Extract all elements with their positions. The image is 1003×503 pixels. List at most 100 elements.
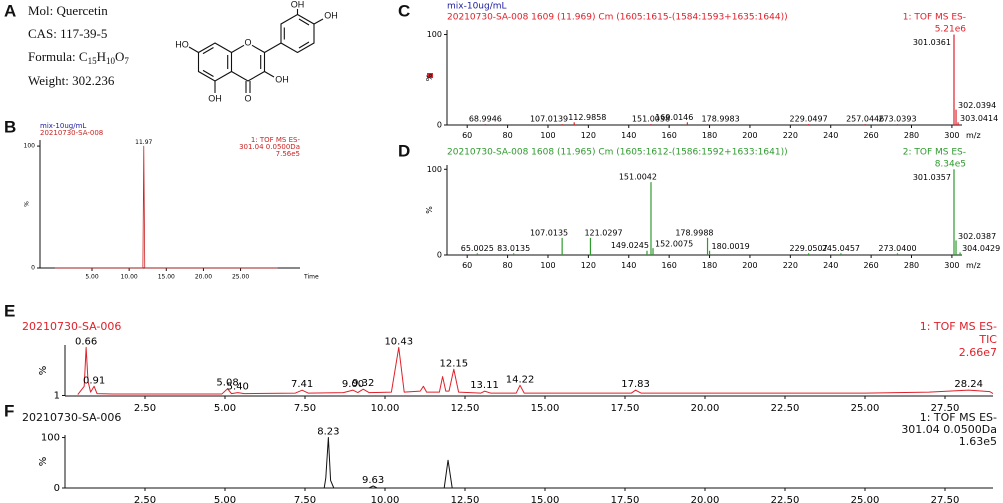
- panel-letter: F: [4, 401, 14, 420]
- peak-label: 17.83: [621, 379, 650, 390]
- sample-name: mix-10ug/mL: [40, 122, 86, 130]
- weight: Weight: 302.236: [28, 73, 115, 88]
- trace-title: 20210730-SA-006: [22, 320, 121, 333]
- trace-info: 301.04 0.0500Da: [901, 423, 997, 436]
- trace-info: 301.04 0.0500Da: [239, 143, 300, 151]
- x-tick-label: 220: [783, 261, 798, 270]
- panel-letter: C: [398, 1, 410, 20]
- x-tick-label: 12.50: [451, 403, 480, 414]
- x-tick-label: 27.50: [931, 495, 960, 503]
- peak-label: 83.0135: [497, 244, 530, 253]
- y-tick-label: 0: [54, 483, 60, 494]
- peak-label: 304.0429: [962, 244, 1000, 253]
- peak-label: 151.0042: [619, 173, 657, 182]
- x-tick-label: 10.00: [371, 403, 400, 414]
- atom-label: O: [244, 93, 251, 103]
- panel-letter: E: [4, 301, 15, 320]
- trace-title: 20210730-SA-008: [40, 129, 103, 137]
- peak-label: 151.0038: [632, 115, 670, 124]
- trace-info: 5.21e6: [935, 25, 967, 35]
- x-tick-label: 15.00: [531, 403, 560, 414]
- peak-label: 5.08: [216, 378, 238, 389]
- y-tick-label: 1: [54, 391, 60, 402]
- trace: [54, 145, 278, 269]
- peak-label: 107.0135: [530, 228, 568, 237]
- trace: [77, 346, 994, 395]
- peak-label: 0.66: [75, 336, 97, 347]
- mol-name: Mol: Quercetin: [28, 3, 108, 18]
- x-axis-label: Time: [303, 273, 319, 280]
- peak-label: 68.9946: [469, 115, 502, 124]
- x-tick-label: 260: [863, 261, 878, 270]
- y-axis-label: %: [425, 206, 434, 214]
- trace-info: 1.63e5: [959, 435, 997, 448]
- x-tick-label: 160: [662, 131, 677, 140]
- y-axis-label: %: [38, 366, 49, 376]
- x-tick-label: 2.50: [134, 495, 156, 503]
- x-tick-label: 100: [540, 261, 555, 270]
- x-tick-label: 5.00: [214, 403, 236, 414]
- x-tick-label: 180: [702, 131, 717, 140]
- x-tick-label: 160: [662, 261, 677, 270]
- y-tick-label: 0: [31, 265, 35, 272]
- x-tick-label: 2.50: [134, 403, 156, 414]
- x-tick-label: 200: [742, 261, 757, 270]
- x-tick-label: 10.00: [121, 273, 138, 280]
- trace-title: 20210730-SA-006: [22, 411, 121, 424]
- peak-label: 0.91: [83, 375, 105, 386]
- x-tick-label: 200: [742, 131, 757, 140]
- x-tick-label: 220: [783, 131, 798, 140]
- x-tick-label: 80: [502, 261, 512, 270]
- peak-label: 112.9858: [568, 113, 606, 122]
- x-tick-label: 260: [863, 131, 878, 140]
- trace-info: 8.34e5: [935, 160, 966, 170]
- peak-label: 178.9988: [675, 228, 713, 237]
- formula-part: H: [97, 49, 106, 64]
- x-tick-label: 25.00: [851, 403, 880, 414]
- y-tick-label: 100: [427, 30, 442, 39]
- x-tick-label: 17.50: [611, 403, 640, 414]
- formula: Formula: C15H10O7: [28, 49, 129, 66]
- peak-label: 5.40: [227, 382, 249, 393]
- x-tick-label: 60: [462, 261, 472, 270]
- x-tick-label: 300: [944, 261, 959, 270]
- trace: [77, 437, 993, 489]
- peak-label: 107.0139: [530, 115, 568, 124]
- x-tick-label: 280: [904, 131, 919, 140]
- x-tick-label: 100: [540, 131, 555, 140]
- x-tick-label: 140: [621, 261, 636, 270]
- x-tick-label: 25.00: [851, 495, 880, 503]
- peak-label: 9.00: [342, 379, 364, 390]
- peak-label: 14.22: [506, 374, 535, 385]
- x-tick-label: 120: [581, 261, 596, 270]
- peak-label: 28.24: [954, 379, 983, 390]
- x-tick-label: 15.00: [531, 495, 560, 503]
- peak-label: 9.63: [362, 475, 384, 486]
- peak-label: 149.0245: [611, 241, 649, 250]
- trace-info: 7.56e5: [276, 150, 300, 158]
- x-axis-label: m/z: [966, 261, 981, 270]
- panel-letter: A: [4, 1, 16, 20]
- peak-label: 301.0357: [913, 173, 951, 182]
- peak-label: 229.0497: [790, 115, 828, 124]
- y-tick-label: 0: [437, 251, 442, 260]
- trace-title: 20210730-SA-008 1609 (11.969) Cm (1605:1…: [447, 13, 788, 23]
- y-axis-label: %: [425, 73, 434, 81]
- x-tick-label: 20.00: [691, 495, 720, 503]
- peak-label: 180.0019: [712, 242, 750, 251]
- peak-label: 302.0387: [958, 232, 996, 241]
- trace-info: 2.66e7: [959, 346, 997, 359]
- peak-label: 301.0361: [913, 38, 951, 47]
- atom-label: HO: [175, 39, 189, 49]
- x-tick-label: 240: [823, 261, 838, 270]
- peak-label: 121.0297: [584, 228, 622, 237]
- peak-label: 178.9983: [702, 115, 740, 124]
- marker: [427, 73, 433, 78]
- x-tick-label: 120: [581, 131, 596, 140]
- formula-part: Formula: C: [28, 49, 88, 64]
- x-tick-label: 240: [823, 131, 838, 140]
- panel-letter: D: [398, 141, 410, 160]
- peak-label: 302.0394: [958, 101, 996, 110]
- x-tick-label: 80: [502, 131, 512, 140]
